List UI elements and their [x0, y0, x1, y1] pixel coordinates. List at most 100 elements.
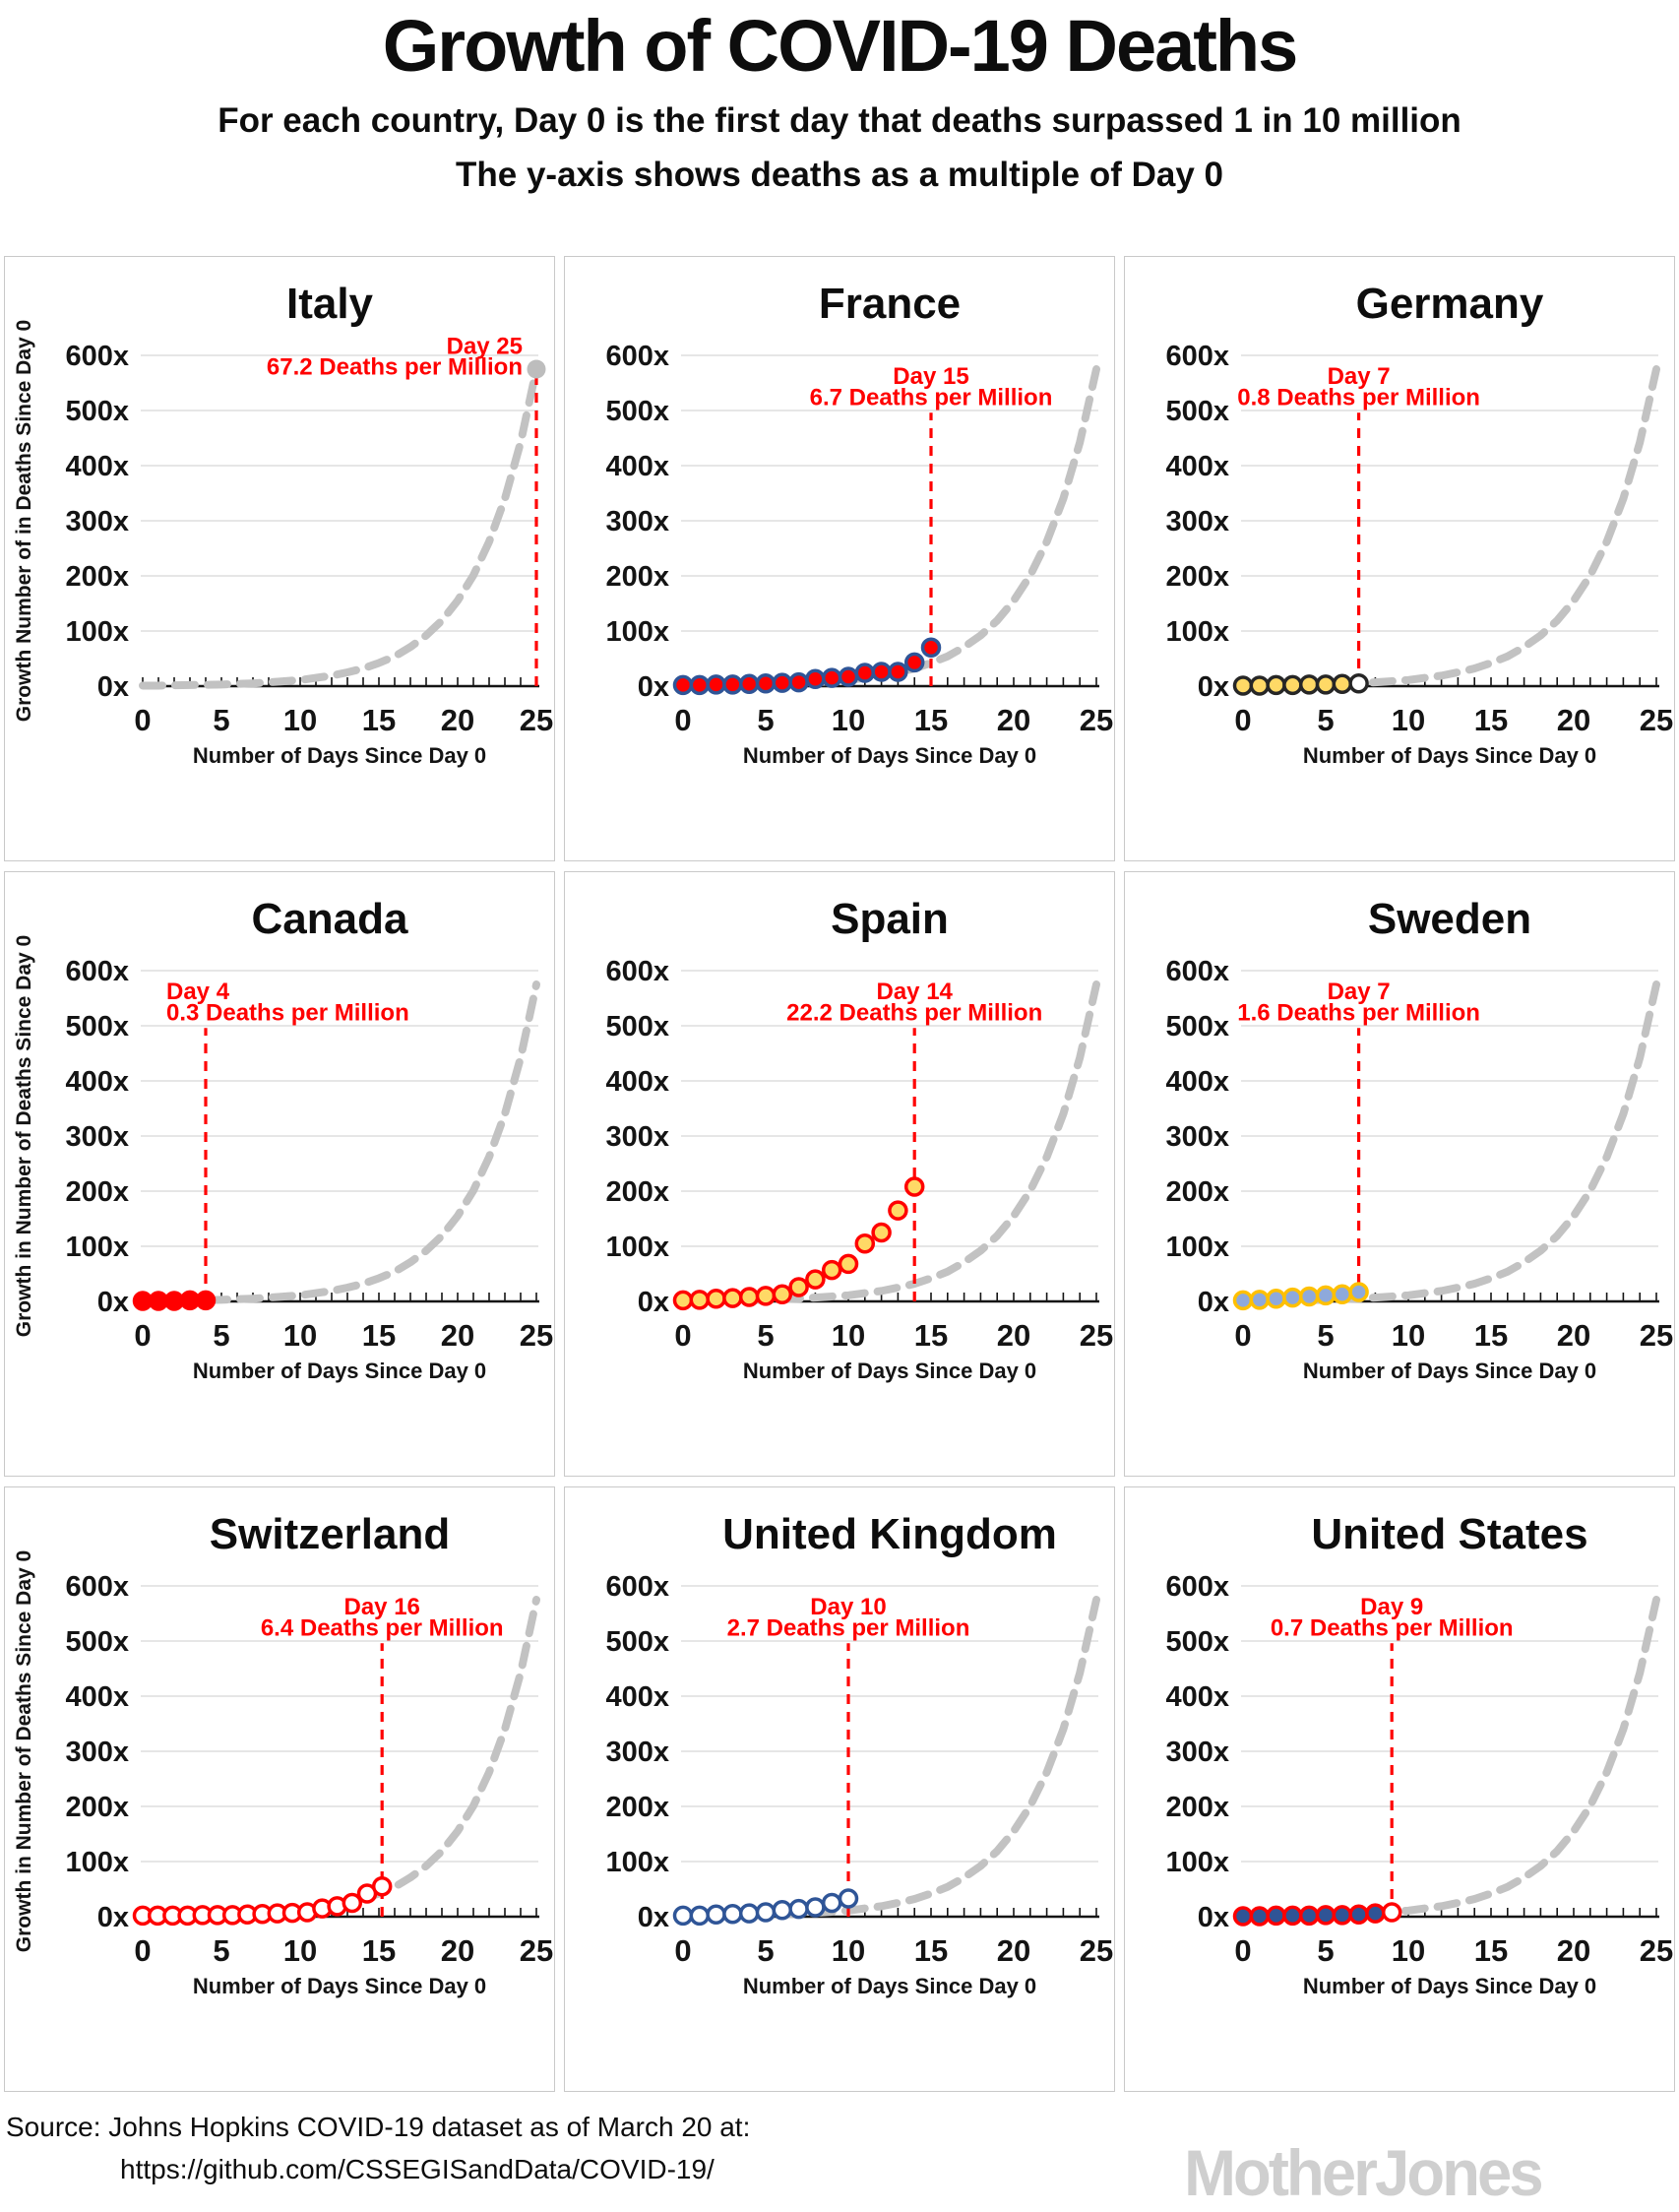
x-tick-label: 10 — [283, 703, 317, 737]
chart-united-kingdom: United Kingdom 0x 100x 200x 300x 400x 500x 600x… — [605, 1510, 1113, 1998]
panel-switzerland: Switzerland 0x 100x 200x 300x 400x 500x 600x 0 5 1… — [4, 1486, 555, 2092]
y-tick-label: 400x — [605, 451, 669, 482]
y-tick-label: 0x — [638, 671, 669, 703]
data-point — [1266, 1288, 1286, 1309]
x-tick-label: 10 — [832, 703, 865, 737]
x-tick-label: 0 — [674, 703, 691, 737]
curve-end-dot — [527, 359, 546, 379]
data-point — [1315, 1285, 1337, 1306]
data-point — [1266, 674, 1286, 696]
y-tick-label: 600x — [605, 341, 669, 372]
x-tick-label: 10 — [1392, 1933, 1425, 1968]
data-point — [672, 674, 694, 696]
x-tick-label: 25 — [1080, 1933, 1113, 1968]
chart-switzerland: Switzerland 0x 100x 200x 300x 400x 500x 600x 0 5 1… — [13, 1510, 553, 1998]
x-tick-label: 20 — [997, 703, 1030, 737]
x-tick-label: 25 — [1640, 1318, 1673, 1353]
data-point — [1315, 674, 1337, 695]
y-axis-title: Growth Number of in Deaths Since Day 0 — [13, 320, 35, 722]
y-tick-label: 300x — [605, 1737, 669, 1768]
y-tick-label: 500x — [65, 1011, 129, 1043]
data-point — [706, 1288, 726, 1309]
annotation-day-label: Day 14 — [877, 979, 954, 1005]
x-tick-label: 15 — [914, 1318, 948, 1353]
data-point — [342, 1892, 363, 1914]
data-point — [1365, 1903, 1386, 1924]
x-tick-label: 20 — [997, 1318, 1030, 1353]
y-tick-label: 600x — [65, 341, 129, 372]
y-tick-label: 100x — [65, 616, 129, 648]
x-tick-label: 5 — [213, 1933, 229, 1968]
reference-curve — [679, 1596, 1100, 1921]
footer: Source: Johns Hopkins COVID-19 dataset a… — [0, 2106, 1679, 2212]
y-tick-label: 600x — [1165, 956, 1229, 987]
data-point — [722, 1288, 743, 1308]
x-tick-label: 10 — [1392, 1318, 1425, 1353]
x-tick-label: 0 — [134, 703, 151, 737]
x-tick-label: 10 — [832, 1318, 865, 1353]
y-tick-label: 100x — [1165, 1232, 1229, 1263]
y-tick-label: 100x — [605, 616, 669, 648]
annotation-deaths-label: 6.4 Deaths per Million — [261, 1614, 504, 1641]
data-point — [1249, 1906, 1271, 1927]
x-axis-title: Number of Days Since Day 0 — [193, 743, 486, 768]
reference-curve — [1239, 980, 1660, 1305]
y-tick-label: 200x — [605, 561, 669, 593]
x-tick-label: 10 — [283, 1933, 317, 1968]
y-tick-label: 500x — [605, 1011, 669, 1043]
data-point — [1381, 1902, 1402, 1923]
y-tick-label: 0x — [1198, 1902, 1229, 1933]
data-point — [722, 1903, 743, 1925]
reference-curve — [679, 980, 1100, 1305]
annotation-day-label: Day 15 — [893, 363, 968, 390]
chart-sweden: Sweden 0x 100x 200x 300x 400x 500x 600x 0 5 10 15 20… — [1165, 895, 1673, 1383]
data-point — [871, 1222, 892, 1243]
x-tick-label: 0 — [674, 1318, 691, 1353]
y-tick-label: 100x — [65, 1232, 129, 1263]
data-point — [689, 674, 711, 696]
data-point — [755, 1286, 777, 1306]
y-tick-label: 600x — [1165, 341, 1229, 372]
annotation-day-label: Day 16 — [344, 1594, 420, 1620]
annotation-day-label: Day 7 — [1328, 363, 1391, 390]
y-tick-label: 300x — [605, 506, 669, 537]
data-point — [903, 652, 925, 673]
x-tick-label: 5 — [1317, 1318, 1334, 1353]
x-tick-label: 25 — [1080, 703, 1113, 737]
page-title: Growth of COVID-19 Deaths — [382, 5, 1299, 87]
data-point — [1282, 1287, 1303, 1308]
subtitle-line-2: The y-axis shows deaths as a multiple of… — [456, 155, 1223, 194]
country-title: United States — [1311, 1510, 1587, 1558]
chart-italy: Italy 0x 100x 200x 300x 400x 500x 600x 0 5 10 15 20 2… — [13, 280, 553, 768]
data-point — [903, 1176, 925, 1197]
country-title: Spain — [831, 895, 949, 943]
y-tick-label: 100x — [605, 1232, 669, 1263]
data-point — [738, 1903, 760, 1924]
x-tick-label: 15 — [1474, 1318, 1508, 1353]
data-point — [706, 1904, 726, 1926]
data-point — [738, 1287, 760, 1307]
x-tick-label: 10 — [1392, 703, 1425, 737]
x-tick-label: 15 — [914, 703, 948, 737]
panel-france: France 0x 100x 200x 300x 400x 500x 600x 0 5 10 15 20… — [564, 256, 1115, 861]
y-tick-label: 300x — [1165, 506, 1229, 537]
data-point — [821, 1892, 842, 1914]
reference-curve — [1239, 365, 1660, 690]
x-tick-label: 25 — [1640, 1933, 1673, 1968]
x-tick-label: 5 — [1317, 1933, 1334, 1968]
y-tick-label: 0x — [638, 1902, 669, 1933]
data-point — [920, 637, 942, 659]
y-tick-label: 600x — [1165, 1571, 1229, 1603]
data-point — [1332, 1284, 1353, 1304]
x-tick-label: 15 — [1474, 703, 1508, 737]
y-tick-label: 600x — [65, 956, 129, 987]
y-tick-label: 200x — [65, 1792, 129, 1823]
y-tick-label: 100x — [1165, 616, 1229, 648]
y-tick-label: 100x — [65, 1847, 129, 1878]
y-tick-label: 500x — [1165, 396, 1229, 427]
data-point — [371, 1875, 393, 1897]
y-tick-label: 200x — [605, 1792, 669, 1823]
reference-curve — [679, 365, 1100, 690]
x-axis-title: Number of Days Since Day 0 — [193, 1974, 486, 1998]
y-tick-label: 300x — [1165, 1737, 1229, 1768]
